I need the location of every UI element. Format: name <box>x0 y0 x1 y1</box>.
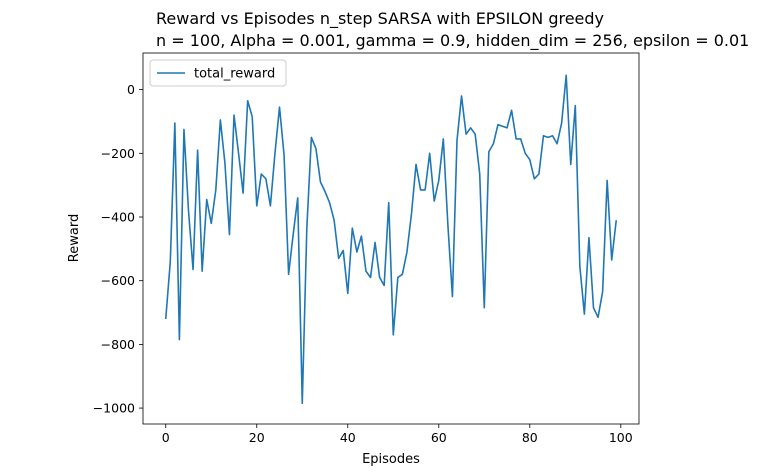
x-tick-label: 40 <box>340 430 356 445</box>
legend: total_reward <box>149 59 287 87</box>
x-axis-label: Episodes <box>362 452 420 467</box>
x-tick-label: 0 <box>162 430 170 445</box>
y-tick-label: −600 <box>101 273 135 288</box>
y-tick-label: −800 <box>101 337 135 352</box>
x-tick-label: 100 <box>609 430 633 445</box>
y-tick-label: 0 <box>127 82 135 97</box>
series-line-total-reward <box>164 74 618 405</box>
y-tick-label: −1000 <box>93 401 135 416</box>
x-tick-label: 80 <box>522 430 538 445</box>
y-tick-label: −200 <box>101 146 135 161</box>
x-axis: 0 20 40 60 80 100 <box>162 424 633 445</box>
chart-subtitle: n = 100, Alpha = 0.001, gamma = 0.9, hid… <box>156 31 749 51</box>
plot-frame <box>142 52 640 425</box>
y-tick-label: −400 <box>101 210 135 225</box>
y-axis: 0 −200 −400 −600 −800 −1000 <box>93 82 143 416</box>
y-axis-label: Reward <box>67 214 82 262</box>
x-tick-label: 20 <box>249 430 265 445</box>
plot-area <box>143 53 639 424</box>
series-layer <box>164 74 618 405</box>
legend-label: total_reward <box>194 67 275 82</box>
legend-box <box>149 59 287 87</box>
chart-title: Reward vs Episodes n_step SARSA with EPS… <box>156 9 604 29</box>
x-tick-label: 60 <box>431 430 447 445</box>
